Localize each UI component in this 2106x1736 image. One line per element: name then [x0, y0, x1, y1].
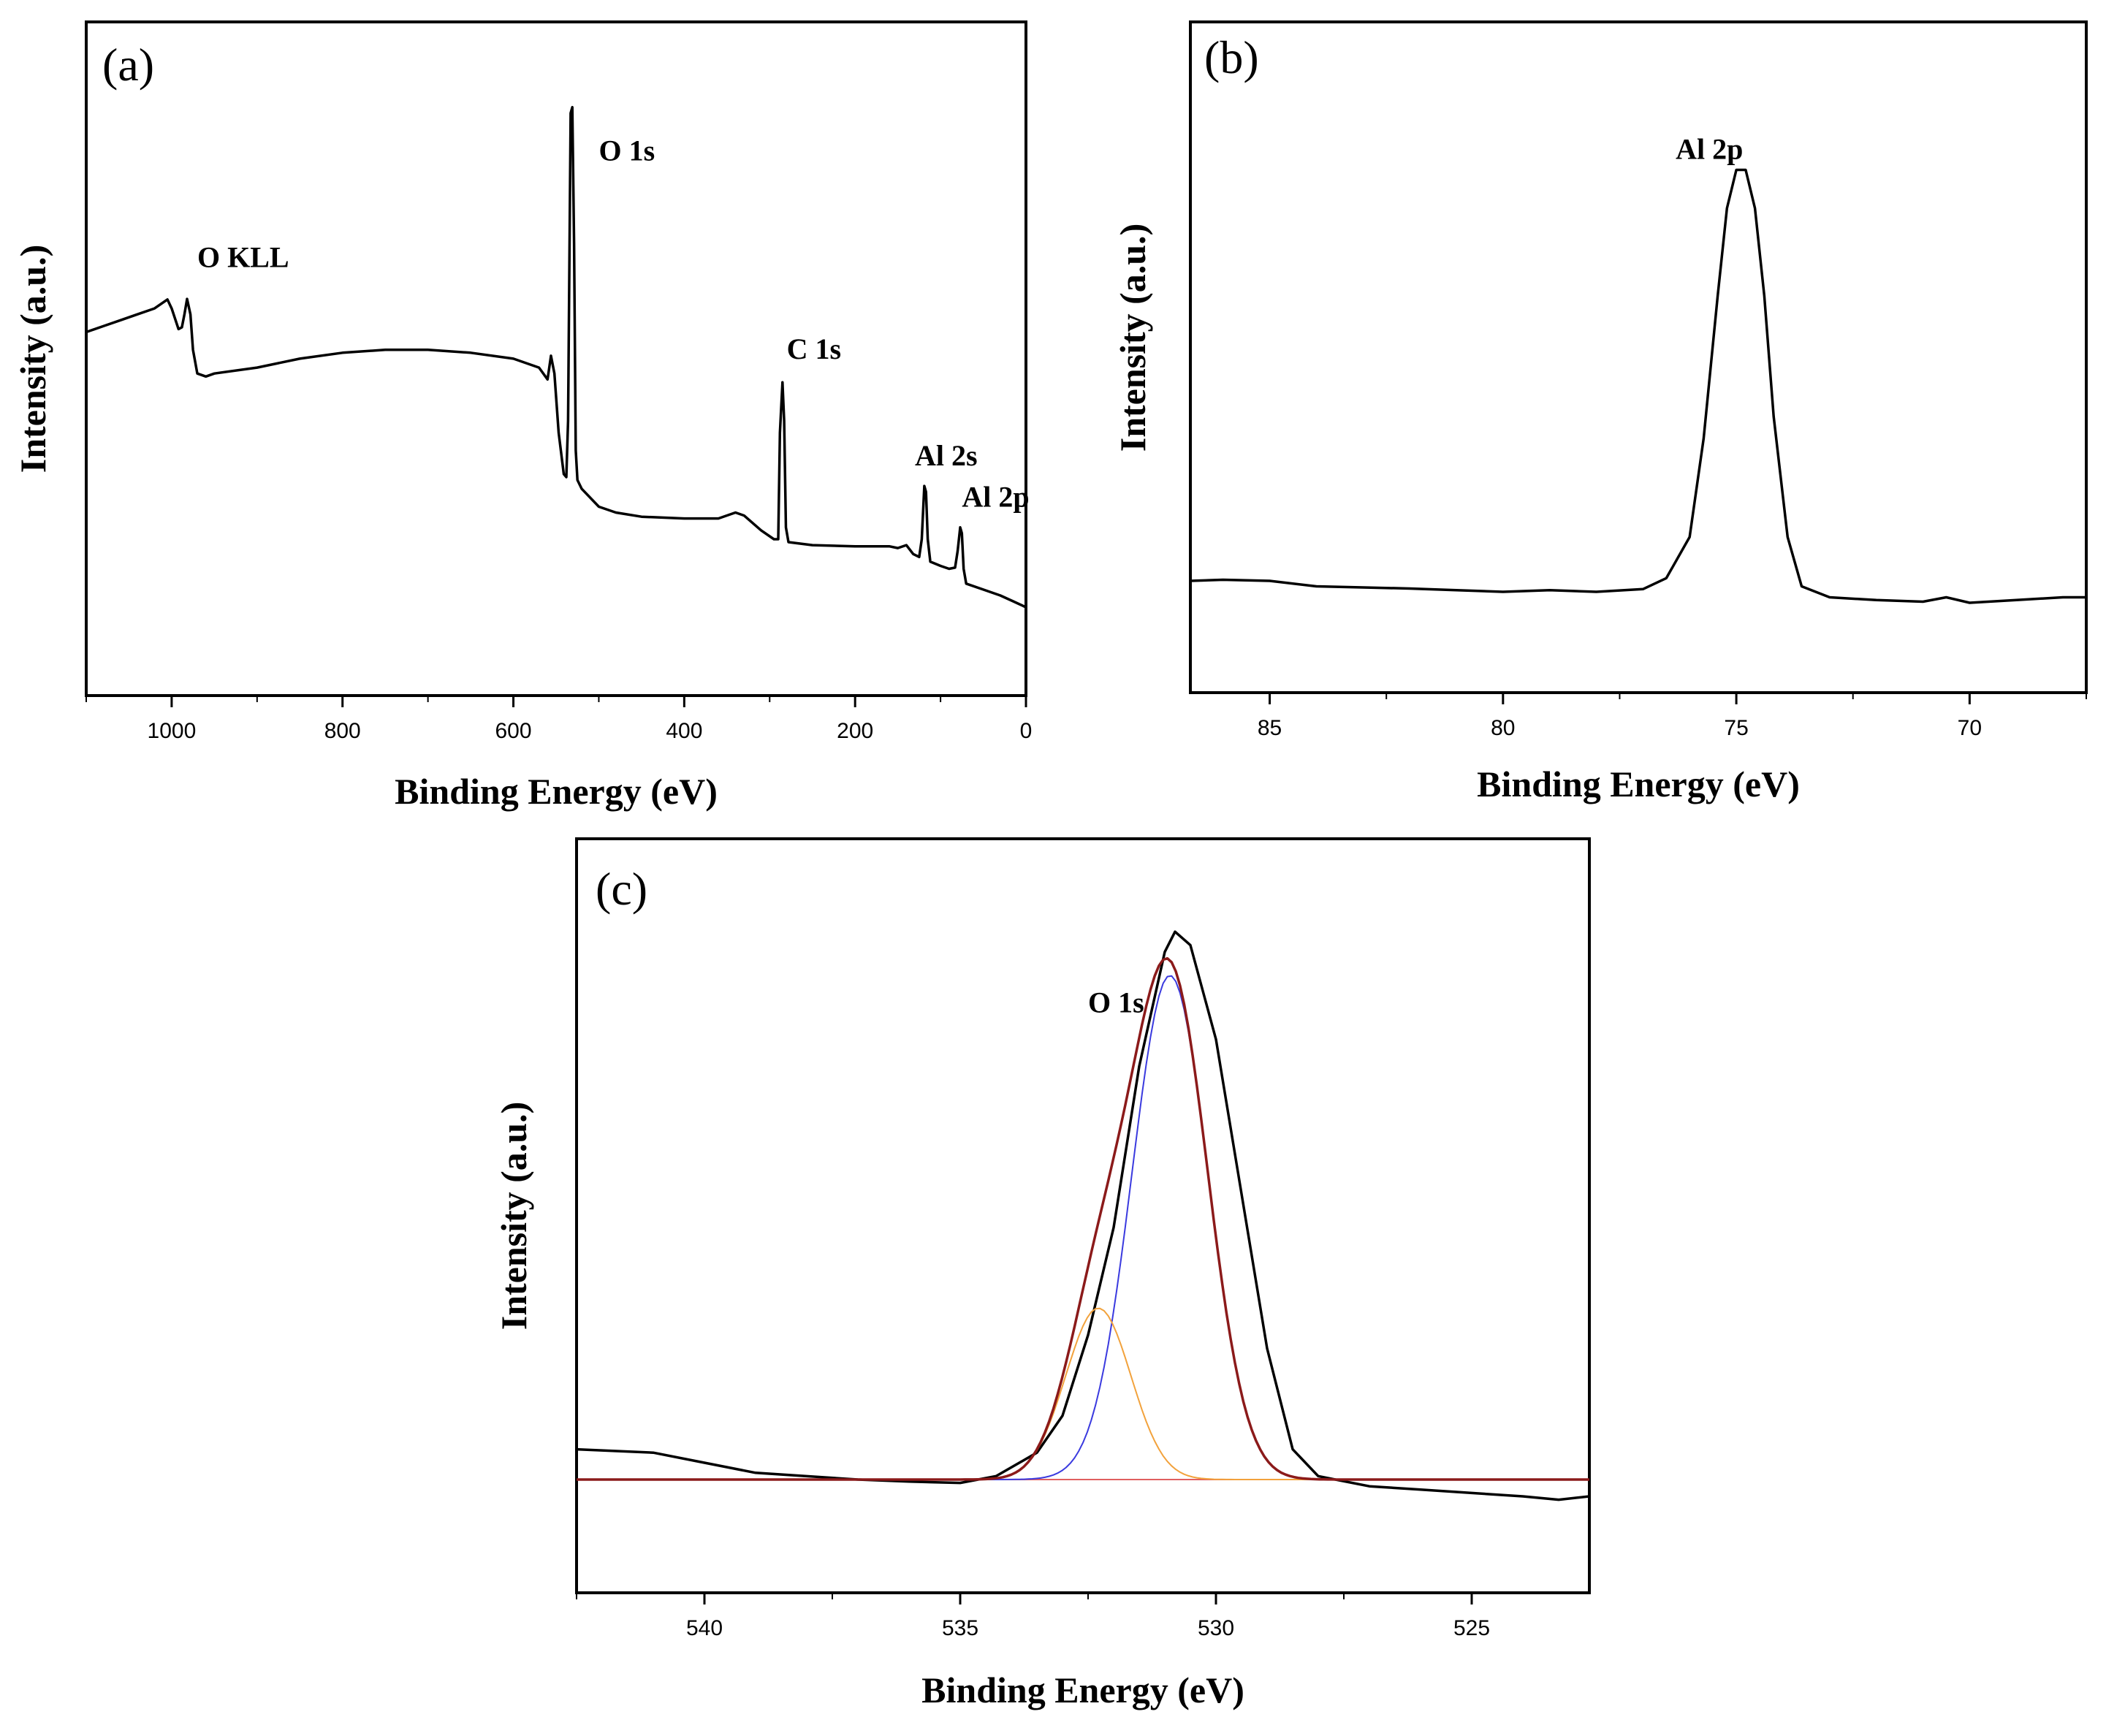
peak-annotation: C 1s — [787, 332, 841, 365]
series-line-raw — [576, 930, 1590, 1501]
x-axis-title-a: Binding Energy (eV) — [395, 771, 718, 812]
panel-a: (a) 1000 800 600 400 200 0 O 1s O KLL C 1s Al 2s… — [12, 20, 1033, 812]
annotations-a: O 1s O KLL C 1s Al 2s Al 2p — [197, 134, 1030, 514]
series-line-al-2p — [1190, 168, 2086, 604]
y-axis-title-b: Intensity (a.u.) — [1112, 224, 1153, 452]
series-line-survey — [85, 105, 1027, 609]
x-tick-label: 600 — [495, 719, 532, 743]
peak-annotation: O 1s — [598, 134, 655, 167]
x-tick-label: 525 — [1453, 1616, 1490, 1640]
x-ticks-c: 540 535 530 525 — [576, 1593, 1490, 1640]
x-tick-label: 400 — [666, 719, 702, 743]
annotations-c: O 1s — [1088, 986, 1144, 1019]
x-tick-label: 200 — [837, 719, 873, 743]
x-axis-title-b: Binding Energy (eV) — [1477, 764, 1800, 804]
x-tick-label: 530 — [1198, 1616, 1234, 1640]
peak-annotation: O 1s — [1088, 986, 1144, 1019]
x-tick-label: 1000 — [148, 719, 197, 743]
peak-annotation: Al 2p — [1676, 133, 1743, 166]
plot-frame-b — [1189, 20, 2088, 694]
series-line-fit-envelope — [577, 956, 1589, 1481]
x-tick-label: 0 — [1020, 719, 1033, 743]
series-group-b — [1190, 168, 2086, 604]
series-group-a — [85, 105, 1027, 609]
x-tick-label: 535 — [942, 1616, 978, 1640]
x-ticks-a: 1000 800 600 400 200 0 — [85, 696, 1033, 743]
series-group-c — [576, 930, 1590, 1501]
panel-b: (b) 85 80 75 70 Al 2p Binding Energy (eV) I… — [1112, 20, 2088, 804]
x-ticks-b: 85 80 75 70 — [1258, 693, 2087, 740]
x-tick-label: 70 — [1958, 716, 1982, 740]
panel-label-b: (b) — [1204, 31, 1259, 83]
peak-annotation: Al 2p — [962, 480, 1029, 513]
panel-label-c: (c) — [596, 863, 647, 915]
x-tick-label: 540 — [686, 1616, 723, 1640]
x-axis-title-c: Binding Energy (eV) — [921, 1670, 1244, 1710]
series-line-o-1s-component-blue- — [577, 975, 1589, 1480]
y-axis-title-c: Intensity (a.u.) — [493, 1102, 534, 1330]
peak-annotation: Al 2s — [915, 439, 978, 472]
plot-frame-c — [575, 837, 1591, 1594]
panel-c: (c) 540 535 530 525 O 1s Binding Energy (eV… — [493, 837, 1591, 1710]
x-tick-label: 85 — [1258, 716, 1282, 740]
annotations-b: Al 2p — [1676, 133, 1743, 166]
series-line-o-1s-component-orange- — [577, 1307, 1589, 1480]
y-axis-title-a: Intensity (a.u.) — [12, 245, 53, 473]
plot-frame-a — [85, 20, 1027, 697]
x-tick-label: 800 — [324, 719, 361, 743]
peak-annotation: O KLL — [197, 240, 289, 273]
x-tick-label: 75 — [1724, 716, 1748, 740]
panel-label-a: (a) — [102, 39, 154, 91]
x-tick-label: 80 — [1491, 716, 1515, 740]
